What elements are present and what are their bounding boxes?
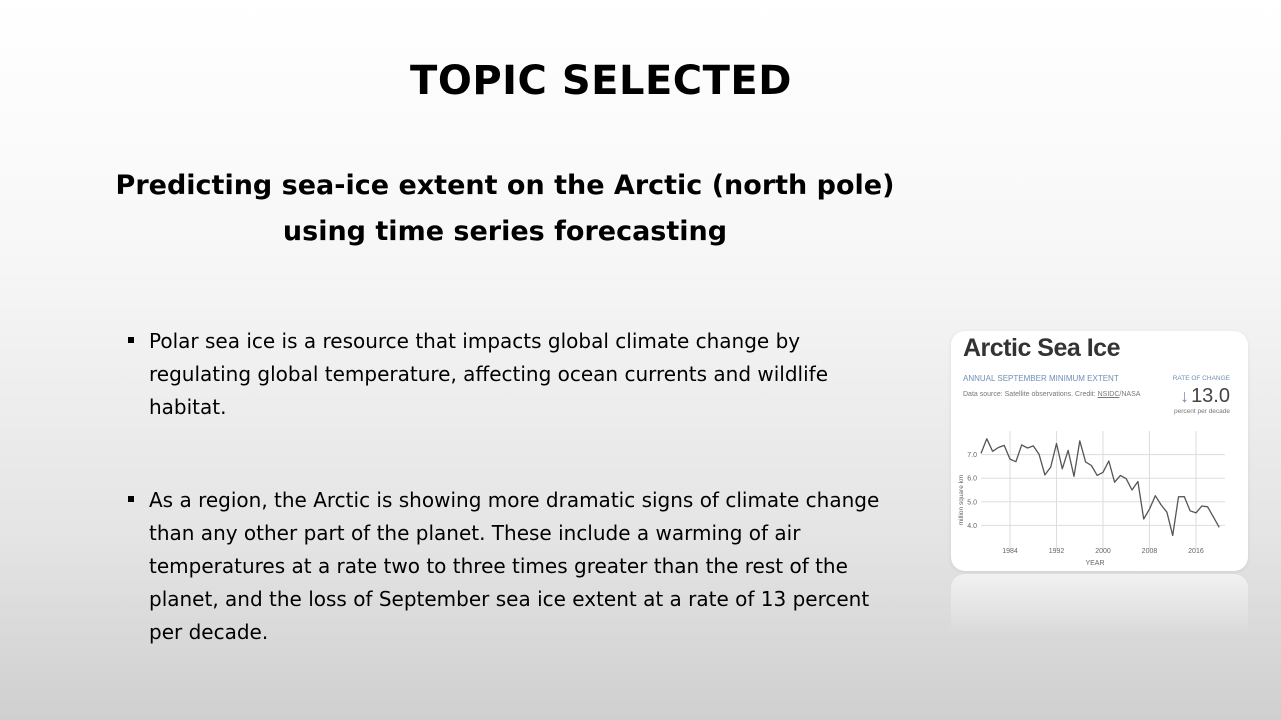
rate-of-change-label: RATE OF CHANGE — [1172, 375, 1230, 382]
bullet-marker — [128, 496, 134, 502]
arctic-sea-ice-card: 4.0 5.0 6.0 7.0 1984 1992 2000 2008 2016 YEAR mill… — [951, 331, 1248, 571]
card-title: Arctic Sea Ice — [963, 334, 1121, 362]
y-tick-label: 4.0 — [967, 523, 977, 530]
x-tick-label: 1984 — [1002, 548, 1018, 555]
card-reflection — [951, 574, 1248, 634]
rate-number: 13.0 — [1191, 385, 1230, 407]
x-tick-label: 2000 — [1095, 548, 1111, 555]
bullet-text: Polar sea ice is a resource that impacts… — [149, 329, 829, 419]
bullet-marker — [128, 337, 134, 343]
series-line — [980, 438, 1220, 537]
bullet-item: As a region, the Arctic is showing more … — [128, 484, 888, 649]
slide-subtitle: Predicting sea-ice extent on the Arctic … — [100, 163, 910, 255]
source-link[interactable]: NSIDC — [1097, 391, 1120, 398]
x-tick-label: 1992 — [1049, 548, 1065, 555]
bullet-text: As a region, the Arctic is showing more … — [149, 488, 880, 644]
x-tick-label: 2008 — [1142, 548, 1158, 555]
rate-unit: percent per decade — [1173, 408, 1230, 415]
y-tick-label: 5.0 — [967, 499, 977, 506]
down-arrow-icon: ↓ — [1180, 386, 1190, 406]
x-tick-label: 2016 — [1188, 548, 1204, 555]
sea-ice-line-chart: 4.0 5.0 6.0 7.0 1984 1992 2000 2008 2016 YEAR mill… — [958, 431, 1225, 567]
slide-title: TOPIC SELECTED — [410, 58, 792, 104]
subtitle-line-2: using time series forecasting — [282, 216, 728, 247]
data-source-note: Data source: Satellite observations. Cre… — [963, 391, 1140, 398]
x-axis-label: YEAR — [1085, 560, 1104, 567]
subtitle-line-1: Predicting sea-ice extent on the Arctic … — [115, 170, 895, 201]
source-suffix: /NASA — [1119, 391, 1141, 398]
y-tick-label: 7.0 — [967, 452, 977, 459]
rate-of-change-value: ↓ 13.0 — [1180, 385, 1230, 408]
y-axis-label: million square km — [958, 475, 965, 526]
card-subtitle: ANNUAL SEPTEMBER MINIMUM EXTENT — [963, 374, 1119, 383]
y-tick-label: 6.0 — [967, 476, 977, 483]
bullet-item: Polar sea ice is a resource that impacts… — [128, 325, 888, 424]
source-prefix: Data source: Satellite observations. Cre… — [963, 391, 1098, 398]
